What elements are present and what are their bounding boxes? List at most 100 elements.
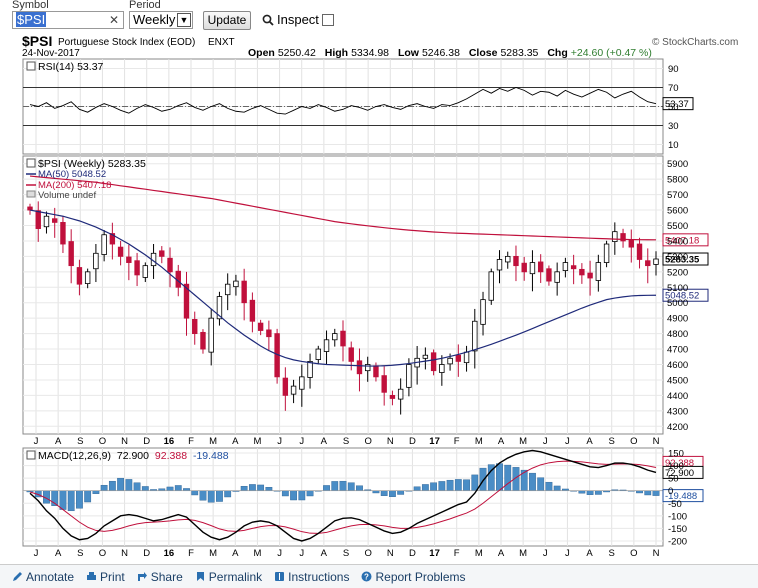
price-x-tick-label: A — [55, 436, 62, 447]
macd-histogram-bar — [421, 484, 429, 491]
price-x-tick-label: N — [653, 436, 660, 447]
rsi-y-tick-label: 90 — [668, 64, 679, 75]
price-y-tick-label: 4300 — [667, 406, 688, 417]
macd-x-tick-label: N — [653, 548, 660, 559]
update-button[interactable]: Update — [203, 11, 251, 30]
candle-up — [101, 234, 107, 255]
rsi-line — [29, 87, 657, 115]
candle-up — [233, 280, 239, 288]
price-x-tick-label: J — [277, 436, 282, 447]
macd-histogram-bar — [108, 480, 116, 491]
candle-down — [645, 260, 651, 267]
candle-down — [192, 319, 198, 335]
candle-down — [117, 246, 124, 257]
macd-x-tick-label: J — [565, 548, 570, 559]
macd-histogram-bar — [100, 484, 108, 491]
price-value-label: 5407.18 — [665, 235, 699, 246]
instructions-link[interactable]: Instructions — [274, 570, 349, 584]
candle-up — [307, 361, 313, 378]
macd-histogram-bar — [306, 490, 314, 497]
price-x-tick-label: D — [143, 436, 150, 447]
macd-histogram-bar — [265, 487, 273, 491]
candle-down — [513, 255, 519, 267]
candle-down — [52, 218, 58, 223]
price-x-tick-label: D — [409, 436, 416, 447]
inspect-toggle[interactable]: Inspect — [262, 12, 334, 27]
candle-up — [323, 339, 330, 352]
chg-label: Chg — [547, 47, 567, 59]
price-y-tick-label: 4500 — [667, 375, 688, 386]
macd-histogram-bar — [356, 485, 363, 491]
candle-up — [422, 354, 429, 359]
candle-down — [159, 250, 165, 257]
macd-x-tick-label: A — [586, 548, 593, 559]
candle-up — [505, 255, 511, 263]
price-x-tick-label: M — [519, 436, 527, 447]
permalink-link[interactable]: Permalink — [195, 570, 262, 584]
macd-histogram-bar — [141, 486, 149, 491]
candle-down — [579, 268, 585, 276]
price-y-tick-label: 5300 — [667, 252, 688, 263]
ma50-legend-label: MA(50) 5048.52 — [38, 169, 106, 180]
candle-up — [43, 215, 50, 228]
price-x-tick-label: N — [121, 436, 128, 447]
macd-histogram-bar — [281, 490, 289, 497]
instructions-label: Instructions — [288, 569, 350, 584]
macd-y-tick-label: -150 — [668, 524, 687, 535]
candle-up — [315, 348, 321, 360]
price-x-tick-label: J — [34, 436, 39, 447]
price-x-tick-label: J — [543, 436, 548, 447]
share-link[interactable]: Share — [137, 570, 183, 584]
period-select[interactable]: Weekly ▼ — [129, 11, 193, 29]
chevron-down-icon: ▼ — [177, 13, 191, 27]
header-ticker: $PSI — [22, 33, 52, 49]
macd-histogram-bar — [454, 479, 462, 491]
macd-x-tick-label: D — [143, 548, 150, 559]
chart-area: $PSI Portuguese Stock Index (EOD) ENXT 2… — [0, 32, 758, 564]
rsi-y-tick-label: 50 — [668, 102, 679, 113]
macd-x-tick-label: 16 — [164, 548, 175, 559]
macd-histogram-bar — [553, 485, 561, 491]
macd-histogram-bar — [578, 490, 586, 494]
candle-down — [455, 354, 462, 362]
macd-histogram-bar — [520, 469, 528, 491]
price-y-tick-label: 5400 — [667, 236, 688, 247]
price-series: 5407.18 5283.35 5048.52 — [27, 175, 709, 415]
macd-x-tick-label: M — [209, 548, 217, 559]
candle-down — [183, 283, 190, 319]
macd-histogram-bar — [298, 490, 306, 501]
magnifier-icon — [262, 14, 274, 26]
price-x-tick-label: A — [321, 436, 328, 447]
price-x-tick-label: F — [454, 436, 460, 447]
macd-x-tick-label: S — [609, 548, 615, 559]
macd-histogram-bar — [158, 488, 166, 491]
report-link[interactable]: ? Report Problems — [361, 569, 466, 584]
candle-down — [381, 375, 387, 393]
candle-down — [546, 268, 552, 282]
macd-histogram-bar — [224, 490, 232, 498]
macd-x-tick-label: O — [630, 548, 637, 559]
symbol-label: Symbol — [12, 0, 49, 11]
inspect-checkbox[interactable] — [321, 13, 334, 26]
candle-down — [126, 256, 132, 263]
period-select-value: Weekly — [133, 12, 176, 27]
annotate-link[interactable]: Annotate — [12, 570, 74, 584]
header-date: 24-Nov-2017 — [22, 48, 80, 59]
footer-bar: Annotate Print Share Permalink Instructi… — [0, 564, 758, 588]
candle-down — [282, 377, 289, 396]
symbol-input[interactable]: $PSI ✕ — [12, 11, 124, 29]
macd-value-label: 72.900 — [665, 468, 694, 479]
chg-value: +24.60 (+0.47 %) — [571, 47, 652, 59]
high-value: 5334.98 — [351, 47, 389, 59]
report-label: Report Problems — [375, 569, 466, 584]
permalink-label: Permalink — [208, 569, 263, 584]
clear-icon[interactable]: ✕ — [108, 13, 119, 27]
rsi-y-tick-label: 70 — [668, 83, 679, 94]
print-link[interactable]: Print — [86, 570, 125, 584]
candle-up — [488, 271, 494, 301]
price-title-box — [26, 158, 36, 168]
macd-histogram-bar — [537, 477, 545, 491]
stock-chart[interactable]: $PSI Portuguese Stock Index (EOD) ENXT 2… — [0, 32, 758, 564]
price-y-tick-label: 5500 — [667, 221, 688, 232]
